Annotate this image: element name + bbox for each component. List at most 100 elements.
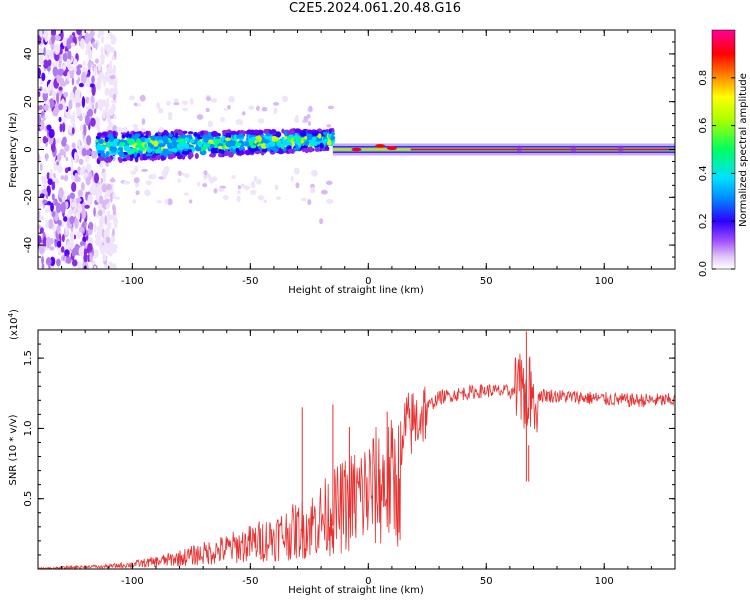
signal-speck — [202, 144, 207, 151]
halo-speck — [109, 178, 116, 183]
signal-speck — [171, 136, 176, 143]
halo-speck — [228, 95, 235, 103]
signal-speck — [125, 155, 131, 161]
noise-speck — [40, 162, 43, 172]
noise-speck — [41, 61, 44, 66]
noise-speck — [110, 69, 114, 75]
signal-speck — [155, 155, 161, 159]
noise-speck — [103, 171, 107, 184]
noise-speck — [77, 77, 81, 82]
halo-speck — [276, 196, 282, 200]
noise-speck — [100, 220, 104, 231]
noise-speck — [91, 259, 96, 266]
noise-speck — [62, 36, 67, 47]
signal-speck — [276, 142, 284, 148]
snr-ylabel: SNR (10 * v/v) — [8, 414, 19, 485]
noise-speck — [71, 142, 76, 149]
signal-speck — [203, 138, 209, 143]
halo-speck — [240, 183, 246, 189]
signal-speck — [313, 131, 318, 137]
noise-speck — [53, 198, 58, 206]
noise-speck — [63, 216, 68, 222]
noise-speck — [78, 158, 84, 165]
noise-speck — [45, 153, 48, 162]
halo-speck — [311, 169, 318, 177]
noise-speck — [48, 128, 55, 139]
noise-speck — [68, 99, 73, 110]
signal-speck — [308, 133, 313, 139]
halo-speck — [237, 190, 241, 195]
line-blob — [351, 147, 362, 152]
halo-speck — [220, 117, 226, 123]
noise-speck — [74, 151, 78, 163]
signal-speck — [224, 137, 231, 141]
spectrogram-xlabel: Height of straight line (km) — [288, 285, 424, 296]
noise-speck — [74, 217, 78, 226]
signal-speck — [117, 156, 122, 161]
signal-speck — [133, 151, 137, 158]
noise-speck — [93, 207, 96, 217]
noise-speck — [90, 117, 96, 127]
noise-speck — [58, 62, 62, 68]
signal-speck — [210, 147, 217, 154]
halo-speck — [222, 195, 229, 200]
y-tick-label: -40 — [23, 237, 34, 253]
noise-speck — [60, 81, 67, 87]
noise-speck — [43, 46, 46, 57]
halo-speck — [203, 170, 208, 176]
y-tick-label: 1.0 — [23, 420, 34, 436]
noise-speck — [82, 112, 87, 119]
noise-speck — [111, 79, 117, 86]
noise-speck — [102, 208, 106, 214]
halo-speck — [112, 93, 117, 101]
halo-speck — [129, 95, 135, 101]
halo-speck — [257, 118, 265, 124]
signal-speck — [107, 133, 114, 139]
noise-speck — [93, 265, 97, 269]
halo-speck — [263, 199, 268, 204]
signal-speck — [157, 135, 163, 140]
noise-speck — [67, 50, 71, 61]
noise-speck — [51, 62, 56, 68]
noise-speck — [38, 114, 42, 125]
halo-speck — [112, 192, 116, 199]
line-blob — [386, 146, 397, 151]
noise-speck — [111, 55, 115, 61]
signal-speck — [269, 141, 276, 147]
halo-speck — [173, 102, 180, 106]
noise-speck — [38, 106, 41, 111]
snr-scale-prefix: (x10 — [9, 317, 20, 340]
signal-speck — [319, 142, 324, 149]
noise-speck — [38, 67, 41, 78]
halo-speck — [273, 102, 280, 106]
noise-speck — [60, 175, 65, 180]
noise-speck — [42, 115, 46, 122]
spectrogram — [38, 30, 675, 269]
halo-speck — [290, 175, 294, 182]
halo-speck — [326, 124, 332, 128]
noise-speck — [43, 104, 49, 112]
noise-speck — [100, 46, 104, 55]
signal-speck — [300, 139, 304, 144]
signal-speck — [304, 139, 310, 146]
signal-speck — [127, 148, 134, 152]
noise-speck — [87, 60, 92, 70]
signal-speck — [189, 139, 195, 143]
noise-speck — [55, 202, 62, 214]
signal-speck — [168, 133, 173, 138]
signal-speck — [227, 151, 234, 158]
svg-text:(x104): (x104) — [7, 309, 20, 340]
halo-speck — [110, 100, 118, 104]
snr-xlabel: Height of straight line (km) — [288, 585, 424, 596]
noise-speck — [38, 47, 43, 53]
halo-speck — [158, 126, 165, 133]
signal-speck — [235, 147, 240, 153]
halo-speck — [218, 187, 225, 193]
noise-speck — [94, 124, 100, 130]
signal-speck — [221, 149, 225, 155]
halo-speck — [250, 189, 257, 195]
noise-speck — [78, 226, 85, 233]
signal-speck — [284, 130, 288, 137]
signal-speck — [233, 134, 237, 141]
colorbar-label: Normalized spectral amplitude — [738, 73, 749, 227]
